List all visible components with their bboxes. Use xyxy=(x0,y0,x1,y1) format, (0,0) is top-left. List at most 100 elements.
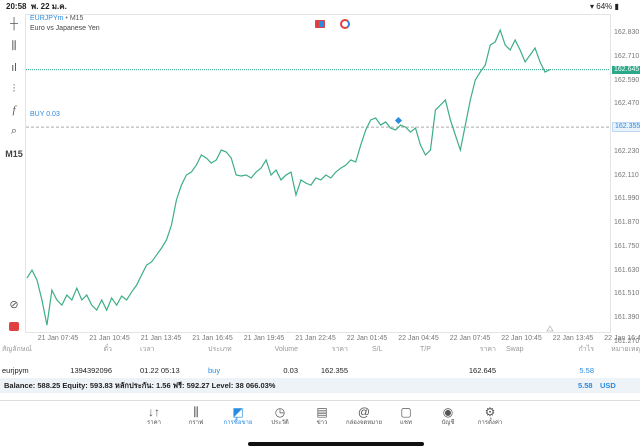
column-header[interactable]: Swap xyxy=(506,346,524,353)
cell-profit: 5.58 xyxy=(579,366,594,375)
y-tick-label: 161.630 xyxy=(614,266,640,274)
symbol-name: EURJPYm xyxy=(30,15,64,22)
nav-label: ประวัติ xyxy=(271,420,289,426)
x-tick-label: 21 Jan 22:45 xyxy=(295,335,336,342)
home-indicator xyxy=(248,442,424,446)
buy-line-label: BUY 0.03 xyxy=(30,111,60,118)
nav-icon: ↓↑ xyxy=(148,405,160,419)
cell-symbol: eurjpym xyxy=(2,366,29,375)
trade-icon[interactable] xyxy=(9,322,19,331)
nav-icon: ◉ xyxy=(442,405,454,419)
y-tick-label: 161.750 xyxy=(614,242,640,250)
status-time: 20:58 พ. 22 ม.ค. xyxy=(6,2,67,11)
time-cursor-icon[interactable] xyxy=(546,325,554,332)
nav-label: การซื้อขาย xyxy=(223,420,253,426)
column-header[interactable]: ประเภท xyxy=(208,346,232,353)
crosshair-icon[interactable]: ┼ xyxy=(10,18,18,30)
chart-area[interactable] xyxy=(25,14,611,333)
nav-label: การตั้งค่า xyxy=(477,420,503,426)
symbol-header: EURJPYm • M15 xyxy=(30,15,84,22)
nav-icon: ⚙ xyxy=(484,405,496,419)
timeframe-button[interactable]: M15 xyxy=(5,149,23,159)
nav-tab-1[interactable]: ⫼ กราฟ xyxy=(176,404,217,427)
column-header[interactable]: Volume xyxy=(274,346,298,353)
candlestick-icon[interactable]: ⫼ xyxy=(11,40,17,52)
balance-text: Balance: 588.25 Equity: 593.83 หลักประกั… xyxy=(4,381,276,390)
nav-label: ข่าว xyxy=(316,420,328,426)
timeframe: M15 xyxy=(69,15,84,22)
nav-label: กล่องจดหมาย xyxy=(345,420,383,426)
nav-icon: ◷ xyxy=(274,405,286,419)
column-header[interactable]: กำไร xyxy=(578,346,594,353)
column-header[interactable]: ราคา xyxy=(331,346,348,353)
x-tick-label: 21 Jan 19:45 xyxy=(243,335,285,342)
column-header[interactable]: S/L xyxy=(372,346,383,353)
price-chart xyxy=(26,28,610,332)
nav-label: บัญชี xyxy=(441,420,455,426)
nav-label: ราคา xyxy=(147,420,161,426)
cell-ticket: 1394392096 xyxy=(70,366,112,375)
nav-icon: @ xyxy=(357,405,371,419)
symbol-description: Euro vs Japanese Yen xyxy=(30,25,100,32)
y-tick-label: 161.390 xyxy=(614,314,640,322)
price-series-line xyxy=(26,28,551,326)
trade-marker-icon[interactable] xyxy=(394,116,403,125)
nav-tab-5[interactable]: @ กล่องจดหมาย xyxy=(344,404,385,427)
open-price-tag: 162.355 xyxy=(612,122,640,133)
nav-tab-7[interactable]: ◉ บัญชี xyxy=(428,404,469,427)
divider xyxy=(0,400,640,401)
nav-icon: ▢ xyxy=(400,405,412,419)
nav-icon: ▤ xyxy=(316,405,328,419)
objects-icon[interactable]: ⌕ xyxy=(10,125,18,137)
cell-type: buy xyxy=(208,366,221,375)
column-header[interactable]: ตั๋ว xyxy=(103,346,112,353)
y-tick-label: 162.470 xyxy=(614,100,640,108)
nav-tab-2[interactable]: ◩ การซื้อขาย xyxy=(218,404,259,427)
y-tick-label: 161.870 xyxy=(614,219,640,227)
settings-sliders-icon[interactable]: ⫶ xyxy=(12,83,16,95)
balance-bar: Balance: 588.25 Equity: 593.83 หลักประกั… xyxy=(0,378,640,393)
nav-tab-0[interactable]: ↓↑ ราคา xyxy=(134,404,175,427)
y-tick-label: 161.270 xyxy=(614,338,640,345)
total-profit: 5.58 xyxy=(578,381,593,390)
cell-time: 01.22 05:13 xyxy=(140,366,180,375)
y-tick-label: 161.990 xyxy=(614,195,640,203)
x-tick-label: 22 Jan 07:45 xyxy=(449,335,491,342)
cell-volume: 0.03 xyxy=(283,366,298,375)
y-tick-label: 162.590 xyxy=(614,76,640,84)
nav-tab-8[interactable]: ⚙ การตั้งค่า xyxy=(470,404,511,427)
x-tick-label: 22 Jan 04:45 xyxy=(398,335,439,342)
column-header[interactable]: T/P xyxy=(420,346,431,353)
x-tick-label: 21 Jan 13:45 xyxy=(140,335,182,342)
y-tick-label: 161.510 xyxy=(614,290,640,298)
nav-tab-3[interactable]: ◷ ประวัติ xyxy=(260,404,301,427)
y-tick-label: 162.110 xyxy=(614,171,639,179)
zoom-icon[interactable]: ⊘ xyxy=(9,299,19,311)
nav-tab-4[interactable]: ▤ ข่าว xyxy=(302,404,343,427)
one-click-trading-icon[interactable] xyxy=(315,20,325,28)
nav-icon: ◩ xyxy=(232,405,244,419)
x-tick-label: 22 Jan 10:45 xyxy=(501,335,542,342)
clock-icon[interactable] xyxy=(340,19,350,29)
cell-current: 162.645 xyxy=(468,366,496,375)
x-tick-label: 21 Jan 10:45 xyxy=(89,335,130,342)
function-icon[interactable]: f xyxy=(12,104,16,116)
battery-status: ▾ 64% ▮ xyxy=(590,2,619,11)
x-tick-label: 22 Jan 01:45 xyxy=(346,335,388,342)
column-header[interactable]: ราคา xyxy=(479,346,496,353)
y-tick-label: 162.230 xyxy=(614,147,640,155)
x-tick-label: 22 Jan 16:45 xyxy=(604,335,640,342)
column-header[interactable]: เวลา xyxy=(140,346,155,353)
currency: USD xyxy=(600,381,616,390)
column-header[interactable]: สัญลักษณ์ xyxy=(2,346,32,353)
indicators-icon[interactable]: ıl xyxy=(11,62,17,74)
nav-tab-6[interactable]: ▢ แชท xyxy=(386,404,427,427)
nav-label: แชท xyxy=(400,420,412,426)
y-tick-label: 162.830 xyxy=(614,29,640,36)
nav-icon: ⫼ xyxy=(193,405,199,419)
nav-label: กราฟ xyxy=(188,420,204,426)
x-tick-label: 22 Jan 13:45 xyxy=(552,335,594,342)
column-header[interactable]: หมายเหตุ xyxy=(611,346,640,353)
current-price-tag: 162.645 xyxy=(612,65,640,74)
y-tick-label: 162.710 xyxy=(614,52,640,60)
